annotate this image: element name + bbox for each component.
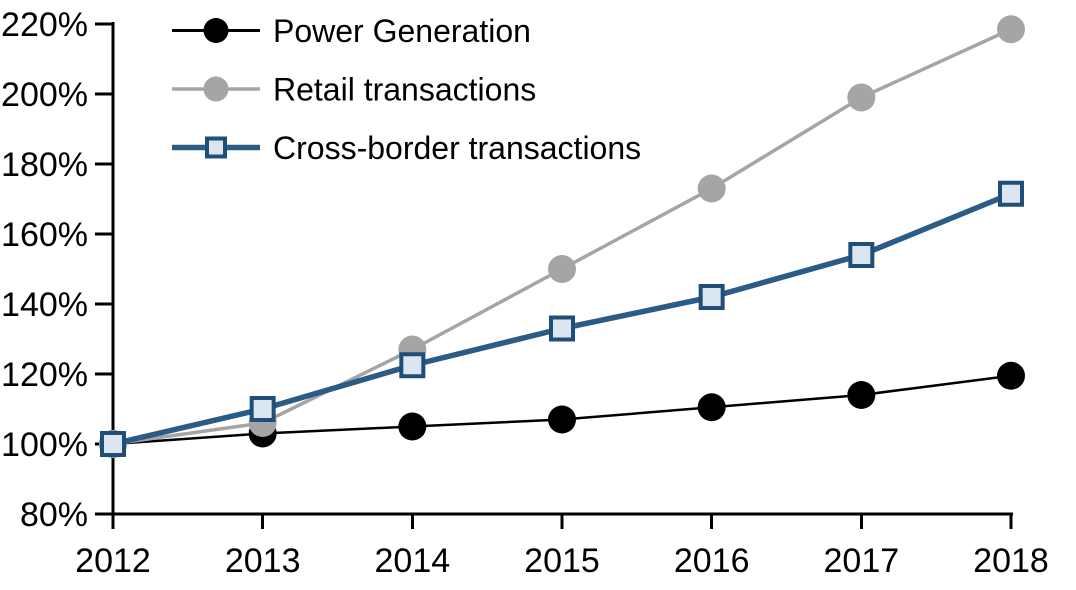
- marker-circle: [398, 412, 427, 441]
- y-tick-label: 180%: [1, 146, 88, 184]
- marker-circle: [203, 18, 229, 43]
- y-tick-label: 120%: [1, 356, 88, 394]
- marker-square: [549, 315, 575, 342]
- marker-circle: [697, 393, 726, 422]
- legend: Power Generation Retail transactions Cross…: [172, 13, 641, 166]
- legend-item-label: Cross-border transactions: [273, 130, 641, 166]
- y-tick-label: 220%: [1, 6, 88, 44]
- x-tick-label: 2013: [225, 542, 301, 580]
- x-tick-label: 2012: [75, 542, 151, 580]
- series-line-retail-transactions: [112, 27, 1012, 446]
- marker-circle: [997, 361, 1025, 390]
- marker-circle: [548, 255, 576, 283]
- legend-item-label: Power Generation: [273, 13, 531, 49]
- y-tick-label: 140%: [1, 286, 88, 324]
- marker-square: [249, 396, 276, 422]
- legend-item-power-generation: Power Generation: [172, 13, 531, 49]
- x-tick-label: 2014: [375, 542, 451, 580]
- x-axis: 2012 2013 2014 2015 2016 2017 2018: [75, 514, 1049, 580]
- x-tick-label: 2015: [524, 542, 600, 580]
- marker-square: [998, 180, 1024, 207]
- marker-circle: [548, 405, 576, 434]
- marker-square: [205, 136, 227, 159]
- legend-item-cross-border-transactions: Cross-border transactions: [172, 130, 641, 166]
- marker-circle: [697, 174, 726, 203]
- marker-circle: [847, 381, 876, 409]
- marker-square: [100, 431, 126, 457]
- y-axis: 80% 100% 120% 140% 160% 180% 200% 220%: [1, 6, 113, 534]
- y-tick-label: 200%: [1, 76, 88, 114]
- x-tick-label: 2017: [824, 542, 900, 580]
- marker-circle: [847, 83, 876, 112]
- marker-square: [848, 242, 875, 268]
- marker-square: [698, 284, 725, 310]
- y-tick-label: 160%: [1, 216, 88, 254]
- series-power-generation: [99, 361, 1025, 458]
- marker-circle: [203, 76, 229, 102]
- marker-circle: [997, 15, 1025, 44]
- x-tick-label: 2016: [674, 542, 750, 580]
- legend-item-label: Retail transactions: [273, 72, 536, 108]
- series-cross-border-transactions: [100, 180, 1024, 457]
- y-tick-label: 100%: [1, 426, 88, 464]
- marker-square: [399, 352, 426, 379]
- y-tick-label: 80%: [20, 496, 88, 534]
- x-tick-label: 2018: [973, 542, 1049, 580]
- legend-item-retail-transactions: Retail transactions: [172, 72, 536, 108]
